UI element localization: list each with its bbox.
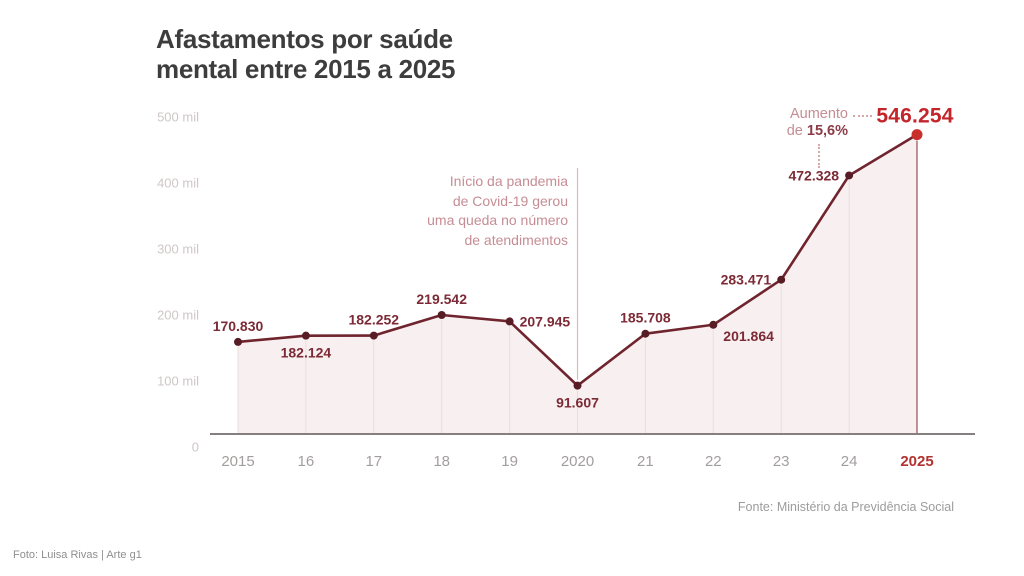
source-note: Fonte: Ministério da Previdência Social bbox=[737, 500, 954, 514]
x-axis-tick-label: 2025 bbox=[900, 453, 933, 470]
data-point bbox=[641, 329, 650, 338]
data-point-label: 185.708 bbox=[620, 310, 671, 326]
increase-annotation-line2: de 15,6% bbox=[786, 123, 848, 139]
data-point-label: 546.254 bbox=[876, 105, 953, 128]
data-point-label: 472.328 bbox=[788, 167, 839, 183]
x-axis-tick-label: 19 bbox=[501, 453, 518, 470]
increase-annotation: Aumento de 15,6% bbox=[770, 106, 848, 140]
data-point-label: 170.830 bbox=[213, 318, 264, 334]
data-point bbox=[709, 320, 718, 329]
x-axis-tick-label: 16 bbox=[298, 453, 315, 470]
x-axis-tick-label: 22 bbox=[705, 453, 722, 470]
increase-leader-horizontal-dots bbox=[853, 115, 872, 117]
data-point-label: 283.471 bbox=[721, 272, 772, 288]
data-point bbox=[505, 317, 514, 326]
data-point bbox=[234, 337, 242, 346]
increase-leader-vertical-dots bbox=[818, 144, 820, 168]
data-point bbox=[437, 311, 446, 320]
pandemic-annotation: Início da pandemia de Covid-19 gerou uma… bbox=[427, 173, 568, 248]
data-point bbox=[369, 331, 378, 340]
data-point-label: 182.252 bbox=[348, 312, 399, 328]
data-point-label: 91.607 bbox=[556, 395, 599, 411]
area-fill bbox=[238, 134, 917, 433]
y-axis-tick-label: 0 bbox=[192, 440, 199, 455]
data-point bbox=[777, 275, 786, 284]
photo-credit: Foto: Luisa Rivas | Arte g1 bbox=[13, 549, 142, 561]
increase-annotation-line1: Aumento bbox=[789, 106, 848, 122]
data-point bbox=[301, 331, 310, 340]
y-axis-tick-label: 100 mil bbox=[157, 374, 199, 389]
x-axis-tick-label: 2015 bbox=[221, 453, 254, 470]
x-axis-tick-label: 2020 bbox=[561, 453, 594, 470]
y-axis-tick-label: 300 mil bbox=[157, 242, 199, 257]
y-axis-tick-label: 500 mil bbox=[157, 110, 199, 125]
page-title: Afastamentos por saúde mental entre 2015… bbox=[156, 24, 456, 84]
data-point-label: 207.945 bbox=[520, 313, 571, 329]
data-point bbox=[573, 381, 582, 390]
x-axis-tick-label: 23 bbox=[773, 453, 790, 470]
data-point bbox=[911, 129, 923, 141]
x-axis-tick-label: 17 bbox=[365, 453, 382, 470]
increase-percent: 15,6% bbox=[806, 123, 848, 139]
y-axis-tick-label: 400 mil bbox=[157, 176, 199, 191]
data-point-label: 219.542 bbox=[416, 291, 467, 307]
data-point bbox=[845, 171, 854, 180]
data-point-label: 201.864 bbox=[723, 328, 774, 344]
x-axis-tick-label: 24 bbox=[841, 453, 858, 470]
data-point-label: 182.124 bbox=[281, 345, 332, 361]
y-axis-tick-label: 200 mil bbox=[157, 308, 199, 323]
x-axis-tick-label: 18 bbox=[433, 453, 450, 470]
x-axis-tick-label: 21 bbox=[637, 453, 654, 470]
